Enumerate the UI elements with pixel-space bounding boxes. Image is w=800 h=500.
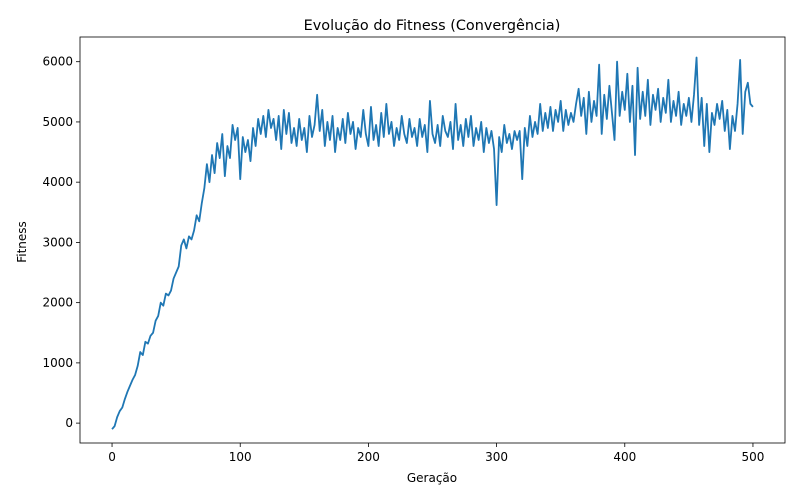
y-axis-label: Fitness	[15, 221, 29, 263]
x-tick-label: 0	[108, 450, 116, 464]
x-tick-label: 200	[357, 450, 380, 464]
plot-frame	[79, 36, 786, 444]
plot-area	[79, 36, 786, 444]
y-tick-label: 2000	[42, 296, 73, 310]
x-axis-label: Geração	[407, 471, 457, 485]
x-tick-label: 400	[613, 450, 636, 464]
y-tick-label: 4000	[42, 175, 73, 189]
x-tick-label: 500	[742, 450, 765, 464]
y-tick-label: 5000	[42, 115, 73, 129]
chart-title: Evolução do Fitness (Convergência)	[304, 18, 561, 34]
series-line-0	[111, 56, 754, 430]
y-tick-label: 1000	[42, 356, 73, 370]
y-tick-label: 6000	[42, 55, 73, 69]
x-tick-label: 300	[485, 450, 508, 464]
y-tick-label: 0	[65, 416, 73, 430]
y-axis-ticks: 0 1000 2000 3000 4000 5000 6000	[42, 55, 80, 430]
y-tick-label: 3000	[42, 235, 73, 249]
x-tick-label: 100	[229, 450, 252, 464]
x-axis-ticks: 0 100 200 300 400 500	[108, 443, 764, 464]
